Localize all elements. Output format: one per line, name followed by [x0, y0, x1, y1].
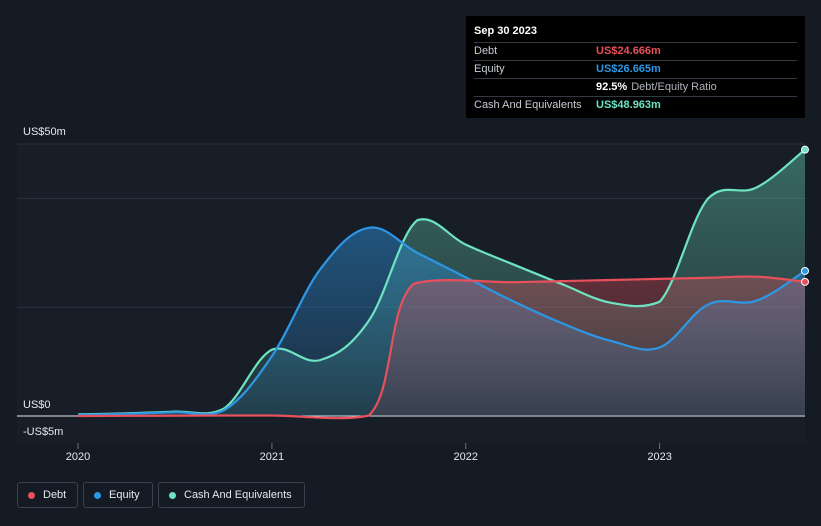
tooltip-row-equity: Equity US$26.665m: [474, 61, 797, 79]
legend: Debt Equity Cash And Equivalents: [17, 482, 305, 508]
series-endpoints: [801, 145, 809, 286]
legend-label: Cash And Equivalents: [184, 489, 292, 501]
tooltip-label: [474, 79, 596, 96]
y-label-bottom: -US$5m: [23, 426, 63, 438]
tooltip-ratio-label: Debt/Equity Ratio: [631, 81, 717, 93]
equity-endpoint[interactable]: [801, 266, 809, 275]
tooltip-label: Cash And Equivalents: [474, 99, 582, 111]
tooltip-value: US$48.963m: [596, 99, 661, 111]
debt-area: [78, 276, 805, 419]
x-axis: 2020 2021 2022 2023: [66, 443, 672, 463]
x-tick-label: 2021: [260, 451, 284, 463]
equity-line[interactable]: [77, 226, 806, 416]
cash-and-equivalents-endpoint[interactable]: [801, 145, 809, 154]
tooltip-value: 92.5%: [596, 81, 628, 93]
hover-tooltip: Sep 30 2023 Debt US$24.666m Equity US$26…: [466, 16, 805, 118]
tooltip-row-cash: Cash And Equivalents US$48.963m: [474, 97, 797, 114]
cash-dot-icon: [169, 491, 176, 499]
series-areas: [78, 149, 805, 419]
series-lines: [77, 148, 806, 420]
x-tick-label: 2022: [454, 451, 478, 463]
x-tick-label: 2020: [66, 451, 90, 463]
tooltip-row-debt: Debt US$24.666m: [474, 43, 797, 61]
y-label-zero: US$0: [23, 399, 51, 411]
legend-label: Debt: [43, 489, 67, 501]
tooltip-label: Equity: [474, 63, 505, 75]
y-axis: US$50m US$0 -US$5m: [23, 126, 66, 438]
x-tick-label: 2023: [647, 451, 671, 463]
tooltip-value: US$24.666m: [596, 45, 661, 57]
y-label-top: US$50m: [23, 126, 66, 138]
debt-dot-icon: [28, 491, 35, 499]
legend-item-cash[interactable]: Cash And Equivalents: [158, 482, 305, 508]
legend-label: Equity: [109, 489, 140, 501]
tooltip-row-ratio: 92.5% Debt/Equity Ratio: [474, 79, 797, 97]
debt-endpoint[interactable]: [801, 277, 809, 286]
debt-line[interactable]: [77, 275, 806, 420]
tooltip-label: Debt: [474, 45, 498, 57]
tooltip-date: Sep 30 2023: [474, 24, 797, 43]
tooltip-value: US$26.665m: [596, 63, 661, 75]
equity-dot-icon: [94, 491, 101, 499]
legend-item-equity[interactable]: Equity: [83, 482, 153, 508]
legend-item-debt[interactable]: Debt: [17, 482, 78, 508]
